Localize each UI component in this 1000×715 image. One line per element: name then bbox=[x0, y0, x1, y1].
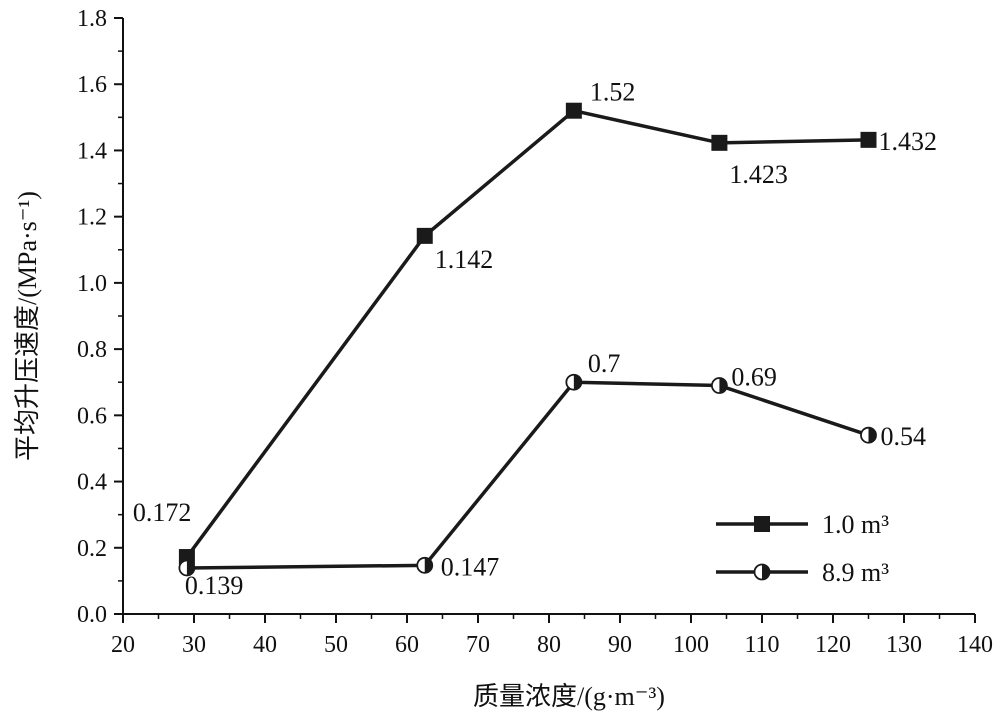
marker-fill-half bbox=[573, 374, 582, 390]
x-tick-label: 80 bbox=[537, 632, 561, 658]
y-tick-label: 1.4 bbox=[77, 138, 107, 164]
x-tick-label: 100 bbox=[673, 632, 709, 658]
data-point bbox=[860, 426, 877, 444]
data-point bbox=[711, 377, 728, 394]
y-tick-label: 1.2 bbox=[77, 205, 107, 231]
x-tick-label: 60 bbox=[395, 632, 419, 658]
legend-marker bbox=[753, 563, 771, 581]
x-tick-label: 20 bbox=[111, 632, 135, 658]
marker-fill-half bbox=[424, 557, 433, 573]
data-label: 1.142 bbox=[435, 245, 494, 274]
x-tick-label: 110 bbox=[744, 632, 779, 658]
y-tick-label: 0.6 bbox=[77, 403, 107, 429]
data-label: 1.423 bbox=[729, 160, 788, 189]
y-tick-label: 1.8 bbox=[77, 6, 107, 32]
data-label: 0.147 bbox=[441, 552, 500, 581]
y-tick-label: 0.2 bbox=[77, 536, 107, 562]
x-tick-label: 50 bbox=[324, 632, 348, 658]
data-label: 0.139 bbox=[185, 571, 244, 600]
series-layer bbox=[178, 102, 877, 577]
x-tick-label: 140 bbox=[957, 632, 993, 658]
series-line-2 bbox=[186, 380, 870, 570]
data-point bbox=[565, 373, 583, 391]
y-tick-label: 1.0 bbox=[77, 271, 107, 297]
x-tick-label: 90 bbox=[608, 632, 632, 658]
data-point bbox=[711, 134, 728, 151]
marker-fill-half bbox=[762, 564, 770, 580]
data-point bbox=[416, 556, 434, 574]
y-tick-label: 0.4 bbox=[77, 470, 107, 496]
x-tick-label: 30 bbox=[182, 632, 206, 658]
x-tick-label: 130 bbox=[886, 632, 922, 658]
data-point bbox=[860, 131, 877, 148]
x-tick-label: 70 bbox=[466, 632, 490, 658]
axes: 20 30 40 50 60 70 80 90 100 110 120 130 140 0.0 0.2 0.4… bbox=[77, 6, 993, 658]
marker-fill-half bbox=[719, 378, 727, 394]
y-tick-label: 0.0 bbox=[77, 602, 107, 628]
data-label: 0.54 bbox=[881, 422, 927, 451]
y-tick-label: 0.8 bbox=[77, 337, 107, 363]
data-label: 1.52 bbox=[590, 78, 636, 107]
legend-label: 8.9 m³ bbox=[822, 558, 889, 587]
marker-fill-half bbox=[186, 560, 195, 576]
data-point bbox=[416, 227, 433, 244]
marker-fill-half bbox=[868, 427, 876, 443]
data-label: 0.69 bbox=[731, 363, 777, 392]
y-tick-label: 1.6 bbox=[77, 72, 107, 98]
data-point bbox=[565, 102, 582, 119]
legend-marker bbox=[754, 516, 770, 532]
data-label: 1.432 bbox=[879, 127, 938, 156]
y-axis-title: 平均升压速度/(MPa·s⁻¹) bbox=[13, 191, 42, 461]
legend-label: 1.0 m³ bbox=[822, 510, 889, 539]
data-labels: 0.172 1.142 1.52 1.423 1.432 0.139 0.147 0.7 0.6… bbox=[133, 78, 937, 600]
legend: 1.0 m³ 8.9 m³ bbox=[716, 510, 889, 587]
x-tick-label: 120 bbox=[815, 632, 851, 658]
data-label: 0.7 bbox=[588, 349, 621, 378]
x-tick-label: 40 bbox=[253, 632, 277, 658]
x-axis-title: 质量浓度/(g·m⁻³) bbox=[473, 682, 665, 711]
data-label: 0.172 bbox=[133, 498, 192, 527]
data-point bbox=[178, 559, 196, 577]
